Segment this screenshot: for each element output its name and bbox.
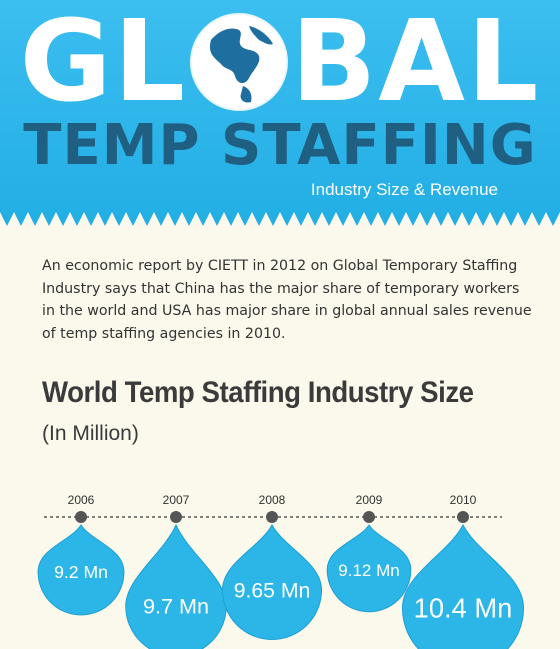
drop-2010 — [401, 523, 525, 649]
globe-icon — [189, 12, 289, 112]
value-label-2010: 10.4 Mn — [414, 593, 513, 624]
timeline-dot-2009 — [363, 511, 375, 523]
timeline-dot-2006 — [75, 511, 87, 523]
title-global-left: GL — [19, 0, 187, 127]
value-label-2009: 9.12 Mn — [338, 561, 399, 580]
year-label-2010: 2010 — [450, 493, 477, 507]
value-label-2006: 9.2 Mn — [54, 562, 108, 582]
drop-2009 — [326, 524, 412, 613]
timeline-dot-2008 — [266, 511, 278, 523]
value-label-2008: 9.65 Mn — [234, 579, 311, 602]
year-label-2007: 2007 — [163, 493, 190, 507]
timeline-dot-2007 — [170, 511, 182, 523]
section-unit: (In Million) — [42, 422, 139, 445]
year-label-2006: 2006 — [68, 493, 95, 507]
title-global: GL BAL — [0, 2, 560, 122]
year-label-2009: 2009 — [356, 493, 383, 507]
drop-2008 — [221, 523, 323, 641]
intro-paragraph: An economic report by CIETT in 2012 on G… — [42, 258, 532, 342]
header-banner: GL BAL TEMP STAFFING Industry Size & Rev… — [0, 0, 560, 230]
banner-background — [0, 0, 560, 226]
timeline-dot-2010 — [457, 511, 469, 523]
title-global-right: BAL — [290, 0, 541, 127]
subtitle: Industry Size & Revenue — [310, 180, 498, 199]
title-temp-staffing: TEMP STAFFING — [23, 113, 537, 178]
drop-2007 — [125, 523, 227, 649]
value-label-2007: 9.7 Mn — [143, 594, 209, 619]
year-label-2008: 2008 — [259, 493, 286, 507]
section-title: World Temp Staffing Industry Size — [42, 376, 474, 409]
drop-2006 — [37, 524, 125, 616]
industry-size-chart: 2006 9.2 Mn 2007 9.7 Mn 2008 9.65 Mn 2009 9.12 … — [37, 493, 525, 649]
